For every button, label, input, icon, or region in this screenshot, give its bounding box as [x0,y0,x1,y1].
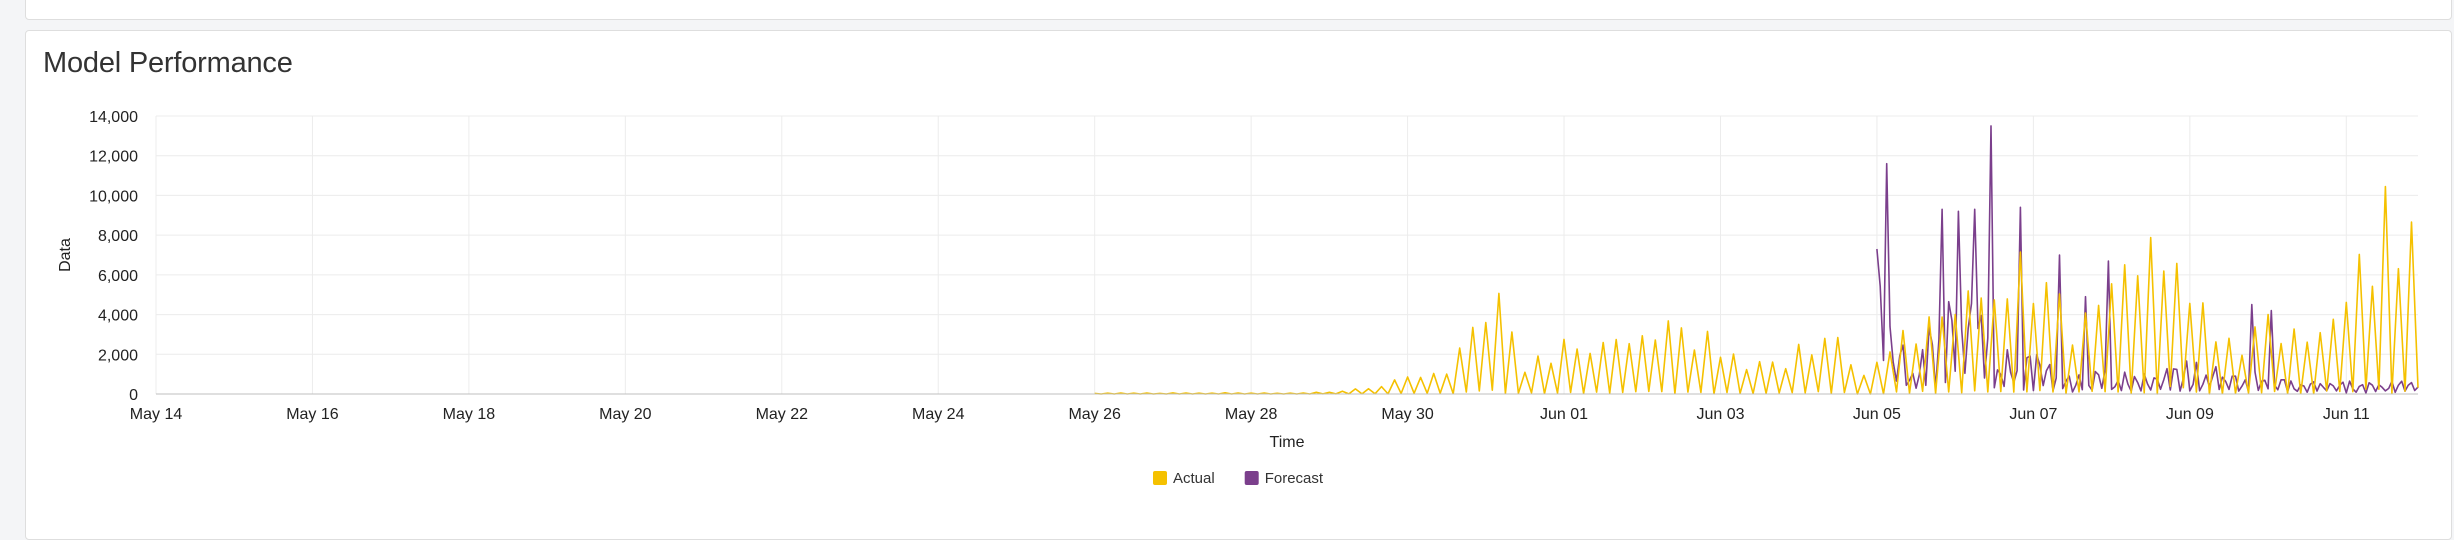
y-axis-title: Data [57,238,74,272]
x-tick-label: Jun 03 [1696,406,1744,423]
series-line-forecast [1876,125,2419,394]
card-title: Model Performance [43,47,293,79]
x-tick-label: May 14 [130,406,183,423]
grid [155,115,2418,395]
x-tick-label: May 22 [756,406,809,423]
x-tick-label: Jun 11 [2323,406,2370,423]
legend-swatch-forecast [1244,471,1259,485]
previous-card [25,0,2452,20]
x-tick-label: May 24 [912,406,965,423]
y-tick-label: 8,000 [98,228,138,245]
x-tick-label: Jun 09 [2166,406,2214,423]
x-tick-label: Jun 05 [1853,406,1901,423]
y-tick-label: 6,000 [98,268,138,285]
y-axis: 0 2,000 4,000 6,000 8,000 10,000 12,000 14,000 [89,109,138,404]
legend-label-forecast: Forecast [1265,470,1324,487]
x-tick-label: May 16 [286,406,339,423]
legend-swatch-actual [1153,471,1167,485]
y-tick-label: 12,000 [89,149,138,166]
y-tick-label: 0 [129,387,138,404]
series-layer [1094,125,2419,395]
series-line-actual [1094,185,2419,395]
x-tick-label: May 26 [1068,406,1121,423]
x-tick-label: May 28 [1225,406,1278,423]
legend: Actual Forecast [1153,470,1324,487]
y-tick-label: 4,000 [98,308,138,325]
x-tick-label: May 20 [599,406,652,423]
model-performance-chart: 02,0004,0006,0008,00010,00012,00014,000 … [57,109,2419,487]
x-axis: May 14 May 16 May 18 May 20 May 22 May 24 May … [130,406,2370,423]
x-axis-title: Time [1270,434,1305,451]
x-tick-label: May 30 [1381,406,1434,423]
x-tick-label: Jun 07 [2009,406,2057,423]
y-tick-label: 10,000 [89,188,138,205]
x-tick-label: May 18 [443,406,496,423]
legend-label-actual: Actual [1173,470,1215,487]
y-tick-label: 14,000 [89,109,138,126]
x-tick-label: Jun 01 [1540,406,1588,423]
model-performance-card [25,30,2452,540]
y-tick-label: 2,000 [98,347,138,364]
